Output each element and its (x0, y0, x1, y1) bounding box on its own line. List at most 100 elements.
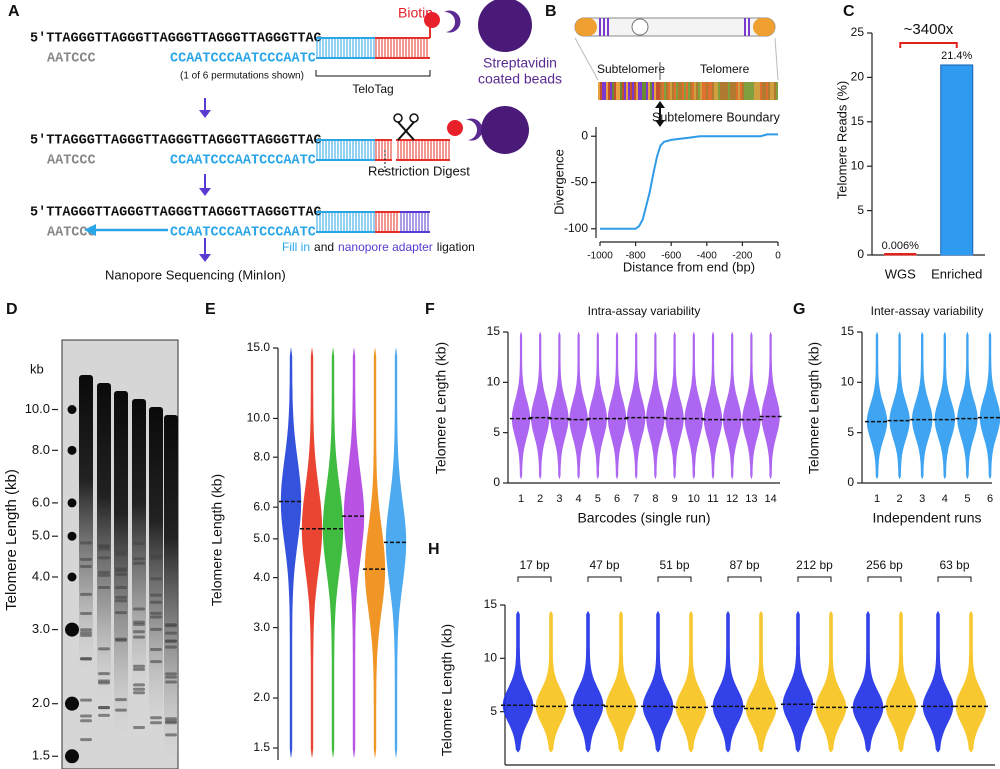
streptavidin (444, 10, 461, 33)
bottom-strand: CCAATCCCAATCCCAATC (170, 226, 316, 241)
top-strand: 5'TTAGGGTTAGGGTTAGGGTTAGGGTTAGGGTTAG (30, 32, 322, 47)
sequence-stripe (698, 82, 700, 100)
y-tick-label: 5 (847, 425, 854, 439)
sequence-stripe (654, 82, 656, 100)
x-axis-label: Independent runs (873, 510, 982, 526)
x-tick-label: -200 (732, 251, 752, 262)
digest-label: Restriction Digest (368, 163, 470, 178)
annotation: Subtelomere (597, 62, 665, 76)
band (150, 721, 162, 725)
annotation: 256 bp (866, 558, 903, 572)
sequence-stripe (694, 82, 696, 100)
bottom-strand: CCAATCCCAATCCCAATC (170, 52, 316, 67)
x-tick-label: 8 (652, 493, 658, 505)
x-tick-label: -1000 (587, 251, 613, 262)
sequence-stripe (608, 82, 610, 100)
scissor-blade (397, 121, 415, 141)
top-strand: 5'TTAGGGTTAGGGTTAGGGTTAGGGTTAGGGTTAG (30, 206, 322, 221)
bottom-strand: CCAATCCCAATCCCAATC (170, 154, 316, 169)
marker-band (65, 622, 79, 637)
bracket (315, 70, 431, 77)
panel-label: E (205, 301, 216, 318)
sequence-stripe (598, 82, 600, 100)
bead (478, 0, 532, 52)
band (115, 572, 127, 576)
y-tick-label: 5 (857, 203, 864, 217)
violin (684, 332, 703, 479)
sequence-stripe (604, 82, 606, 100)
band (80, 633, 92, 637)
y-tick-label: 0 (847, 475, 854, 489)
sequence-stripe (730, 82, 732, 100)
x-tick-label: 10 (688, 493, 700, 505)
violin (531, 332, 550, 479)
centromere (631, 18, 649, 36)
band (133, 726, 145, 730)
sequence-stripe (718, 82, 720, 100)
y-tick-label: 5.0 (32, 528, 50, 543)
band (150, 600, 162, 604)
band (115, 698, 127, 702)
scissor-handle (409, 113, 419, 123)
violin (280, 348, 302, 758)
sequence-stripe (682, 82, 684, 100)
y-tick-label: 8.0 (253, 449, 270, 463)
left-strand: AATCCC (47, 52, 96, 67)
marker-band (67, 405, 77, 415)
band (165, 672, 177, 676)
band (165, 639, 177, 643)
unit-label: kb (30, 361, 44, 376)
violin (912, 332, 933, 479)
band (115, 540, 127, 544)
band (150, 716, 162, 720)
violin (815, 611, 847, 753)
marker-band (65, 749, 79, 764)
violin (502, 611, 534, 753)
sequence-stripe (762, 82, 764, 100)
violin (675, 611, 707, 753)
band (80, 631, 92, 635)
annotation: 47 bp (589, 558, 619, 572)
sequence-stripe (658, 82, 660, 100)
x-tick-label: -800 (626, 251, 646, 262)
band (98, 706, 110, 710)
band (80, 592, 92, 596)
band (80, 698, 92, 702)
sequence-stripe (660, 82, 662, 100)
chromosome-end (575, 18, 597, 36)
band (98, 672, 110, 676)
y-tick-label: 15 (851, 114, 865, 128)
y-tick-label: 5 (490, 704, 497, 718)
sequence-stripe (734, 82, 736, 100)
x-tick-label: 7 (633, 493, 639, 505)
sequence-stripe (614, 82, 616, 100)
y-tick-label: 15 (487, 324, 501, 338)
comparison-bracket (937, 576, 972, 582)
violin (922, 611, 954, 753)
sequence-stripe (622, 82, 624, 100)
line (600, 133, 778, 230)
panel-label: C (843, 3, 855, 20)
sequence-stripe (630, 82, 632, 100)
annotation: 17 bp (519, 558, 549, 572)
x-tick-label: 9 (672, 493, 678, 505)
band (80, 557, 92, 561)
lane-smear (149, 407, 163, 732)
violin (301, 348, 323, 758)
y-tick-label: 2.0 (253, 690, 270, 704)
band (150, 593, 162, 597)
band (80, 565, 92, 569)
band (98, 713, 110, 717)
beads-label: Streptavidin (483, 55, 557, 71)
sequence-stripe (686, 82, 688, 100)
sequence-stripe (740, 82, 742, 100)
x-tick-label: 6 (987, 493, 993, 505)
violin (745, 611, 777, 753)
sequence-stripe (612, 82, 614, 100)
ligation-label: Fill in and nanopore adapter ligation (282, 240, 475, 254)
marker-band (67, 572, 77, 582)
panel-label: G (793, 301, 805, 318)
sequence-stripe (728, 82, 730, 100)
y-tick-label: 2.0 (32, 695, 50, 710)
